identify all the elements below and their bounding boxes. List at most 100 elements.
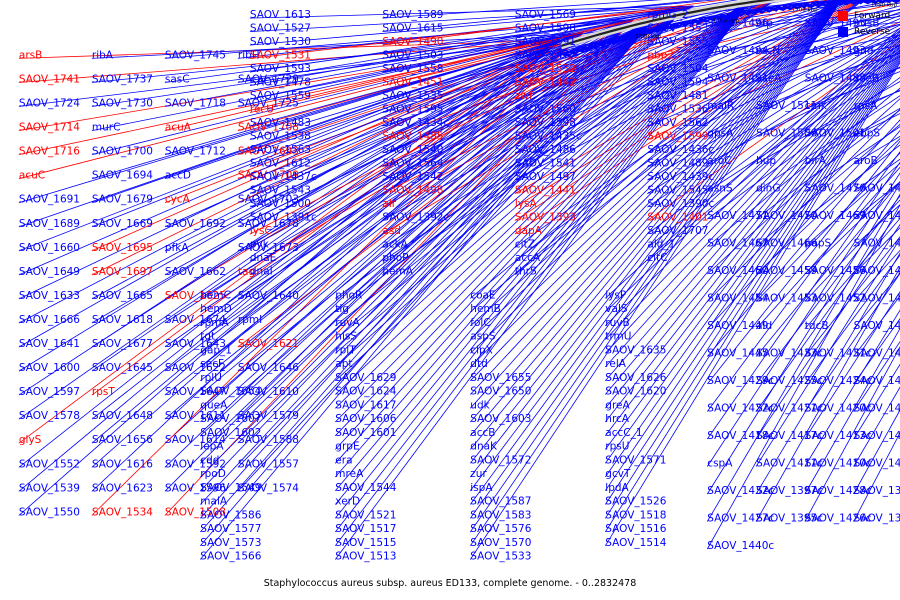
gene-label: SAOV_1597 <box>19 386 80 398</box>
scale-tick-label: 1700 kbp <box>792 8 818 14</box>
reverse-gene-arrow <box>764 5 777 10</box>
gene-label: SAOV_1501 <box>805 128 866 140</box>
gene-label: rpsU <box>605 441 629 453</box>
gene-connector <box>707 87 900 247</box>
gene-connector <box>249 5 694 100</box>
gene-label: SAOV_1646 <box>238 362 299 374</box>
gene-label: SAOV_1576 <box>470 523 531 535</box>
gene-connector <box>335 0 751 423</box>
gene-label: SAOV_1745 <box>165 49 226 61</box>
gene-connector <box>164 18 634 204</box>
gene-connector <box>755 109 900 220</box>
gene-label: dnaE <box>250 252 276 264</box>
gene-connector <box>164 18 634 276</box>
gene-connector <box>249 5 694 113</box>
gene-label: dtd <box>470 358 487 370</box>
gene-connector <box>249 5 694 59</box>
gene-label: SAOV_1439c <box>647 171 714 183</box>
reverse-gene-arrow <box>754 8 765 13</box>
gene-label: SAOV_1536 <box>647 104 708 116</box>
gene-connector <box>756 23 900 55</box>
gene-label: xseB <box>854 73 879 85</box>
gene-label: SAOV_1441 <box>515 185 576 197</box>
gene-connector <box>237 7 686 492</box>
gene-connector <box>200 13 659 519</box>
gene-label: SAOV_1481 <box>647 90 708 102</box>
gene-connector <box>164 19 634 492</box>
gene-connector <box>91 32 584 492</box>
gene-connector <box>18 39 562 276</box>
gene-connector <box>18 39 562 228</box>
gene-label: SAOV_1649 <box>19 266 80 278</box>
gene-connector <box>91 32 583 155</box>
gene-connector <box>755 223 900 440</box>
gene-label: SAOV_1587 <box>470 496 531 508</box>
gene-label: dapA <box>515 225 543 237</box>
gene-label: SAOV_1483 <box>250 117 311 129</box>
gene-connector <box>804 291 900 440</box>
gene-connector <box>164 18 634 348</box>
gene-label: SAOV_1450 <box>854 293 900 305</box>
gene-label: SAOV_1390c <box>647 198 714 210</box>
legend-forward: Forward <box>838 8 890 24</box>
gene-label: SAOV_1468 <box>854 210 900 222</box>
gene-label: SAOV_1665 <box>92 290 153 302</box>
reverse-gene-arrow <box>744 8 755 13</box>
gene-label: SAOV_1615 <box>382 23 443 35</box>
gene-label: SAOV_1440c <box>707 540 774 552</box>
gene-connector <box>200 13 659 437</box>
gene-label: SAOV_1401 <box>647 212 708 224</box>
gene-connector <box>200 13 659 409</box>
gene-label: SAOV_1533 <box>470 551 531 563</box>
gene-label: birA <box>805 155 827 167</box>
gene-label: SAOV_1603 <box>470 413 531 425</box>
gene-features <box>559 0 900 57</box>
gene-label: SAOV_1496 <box>707 18 768 30</box>
gene-label: SAOV_1596 <box>165 482 226 494</box>
forward-swatch <box>838 11 848 21</box>
gene-connector-lines <box>18 0 900 560</box>
gene-label: citZ <box>515 239 535 251</box>
gene-connector <box>469 0 840 450</box>
gene-connector <box>200 13 659 354</box>
gene-connector <box>853 204 900 247</box>
gene-connector <box>91 32 583 83</box>
reverse-gene-arrow <box>736 9 749 14</box>
gene-label: SAOV_1560 <box>515 104 576 116</box>
gene-connector <box>249 5 694 181</box>
gene-label: SAOV_1655 <box>470 372 531 384</box>
gene-label: SAOV_1455 <box>854 265 900 277</box>
gene-label: SAOV_1571 <box>605 454 666 466</box>
gene-label: SAOV_1394c <box>854 513 900 525</box>
gene-label: folC <box>470 317 490 329</box>
gene-label: SAOV_1559 <box>250 90 311 102</box>
gene-label: zwf <box>515 90 533 102</box>
gene-label: SAOV_1437c <box>250 171 317 183</box>
gene-label: SAOV_1640 <box>238 290 299 302</box>
gene-connector <box>604 42 900 409</box>
gene-label: asd <box>382 225 401 237</box>
gene-connector <box>470 0 837 340</box>
gene-label: rplT <box>335 344 356 356</box>
gene-label: mreA <box>335 468 364 480</box>
gene-connector <box>755 81 900 165</box>
gene-label: SAOV_1476 <box>805 183 866 195</box>
reverse-gene-arrow <box>773 5 783 9</box>
gene-label: lysC <box>250 225 272 237</box>
gene-connector <box>470 0 838 368</box>
gene-label: SAOV_1600 <box>19 362 80 374</box>
gene-label: SAOV_1393 <box>515 212 576 224</box>
gene-label: SAOV_1454 <box>707 293 768 305</box>
gene-label: greA <box>605 399 630 411</box>
gene-label: SAOV_1648 <box>92 410 153 422</box>
gene-label: SAOV_1497 <box>515 171 576 183</box>
gene-connector <box>755 195 900 385</box>
gene-label: SAOV_1737 <box>92 74 153 86</box>
gene-label: SAOV_1555 <box>647 36 708 48</box>
gene-label: SAOV_1453 <box>756 293 817 305</box>
gene-connector <box>18 39 562 372</box>
gene-connector <box>470 0 835 313</box>
gene-label: SAOV_1452 <box>805 293 866 305</box>
gene-label: SAOV_1624 <box>335 386 396 398</box>
